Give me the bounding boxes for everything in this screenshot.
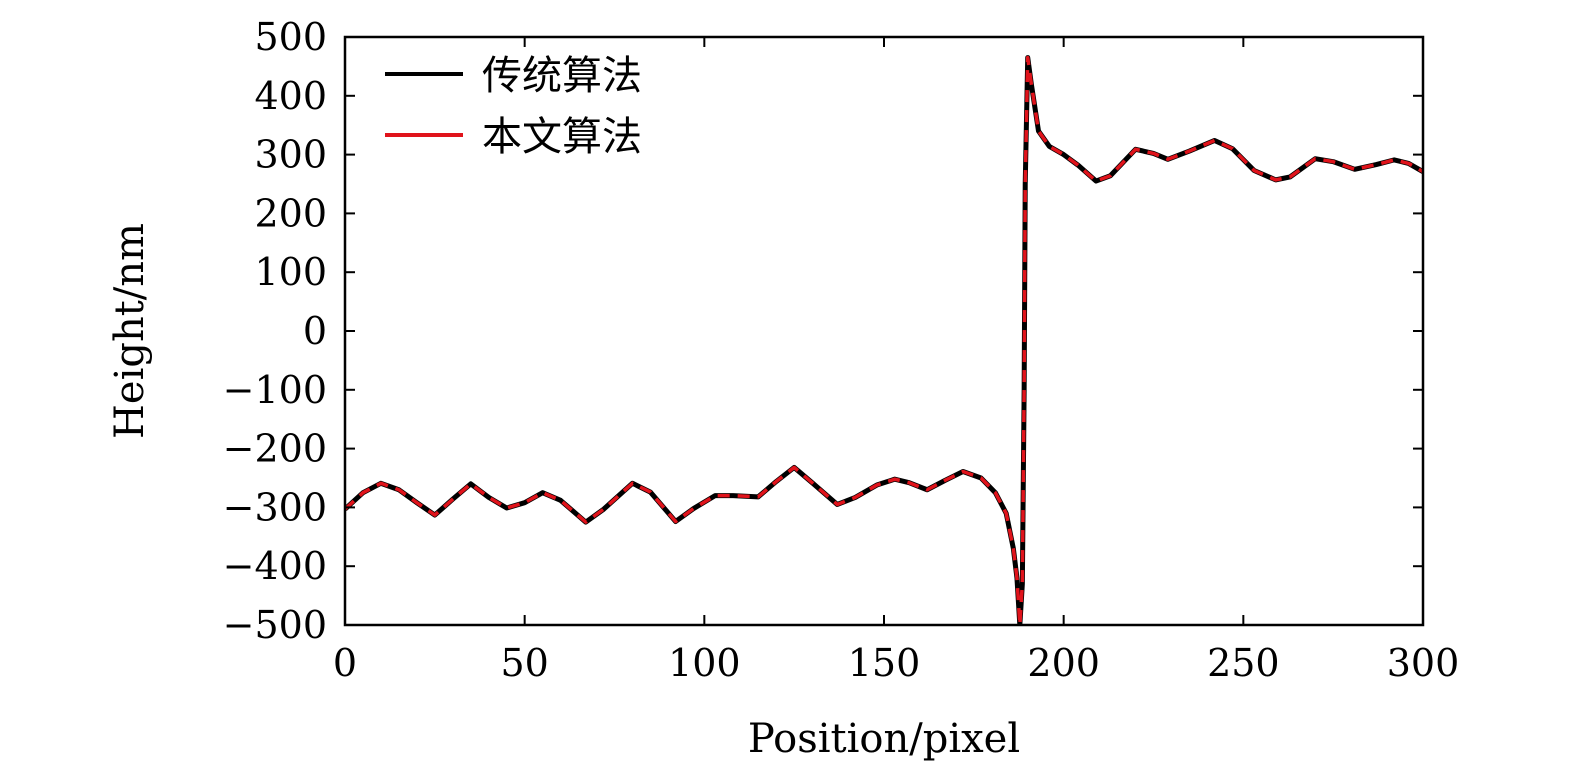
- x-tick-label: 300: [1387, 641, 1460, 685]
- y-tick-label: 400: [254, 74, 327, 118]
- y-tick-label: −500: [223, 603, 327, 647]
- y-axis: 500 400 300 200 100 0 −100 −200 −300 −400 −500: [223, 15, 1423, 647]
- y-tick-label: −400: [223, 544, 327, 588]
- y-axis-label: Height/nm: [107, 223, 153, 439]
- series-line-2: [345, 55, 1423, 625]
- x-tick-label: 100: [668, 641, 741, 685]
- x-tick-label: 150: [848, 641, 921, 685]
- y-tick-label: −300: [223, 485, 327, 529]
- legend: 传统算法 本文算法: [385, 53, 642, 160]
- legend-label-series-2: 本文算法: [482, 114, 642, 160]
- x-tick-label: 250: [1207, 641, 1280, 685]
- x-tick-label: 0: [333, 641, 357, 685]
- series-layer: [345, 55, 1423, 625]
- x-axis-label: Position/pixel: [748, 716, 1020, 762]
- y-tick-label: −200: [223, 427, 327, 471]
- y-tick-label: 300: [254, 133, 327, 177]
- x-tick-label: 50: [500, 641, 548, 685]
- x-tick-label: 200: [1027, 641, 1100, 685]
- legend-label-series-1: 传统算法: [482, 53, 642, 99]
- x-axis: 0 50 100 150 200 250 300: [333, 37, 1459, 685]
- y-tick-label: 100: [254, 250, 327, 294]
- y-tick-label: 0: [303, 309, 327, 353]
- y-tick-label: −100: [223, 368, 327, 412]
- y-tick-label: 200: [254, 191, 327, 235]
- y-tick-label: 500: [254, 15, 327, 59]
